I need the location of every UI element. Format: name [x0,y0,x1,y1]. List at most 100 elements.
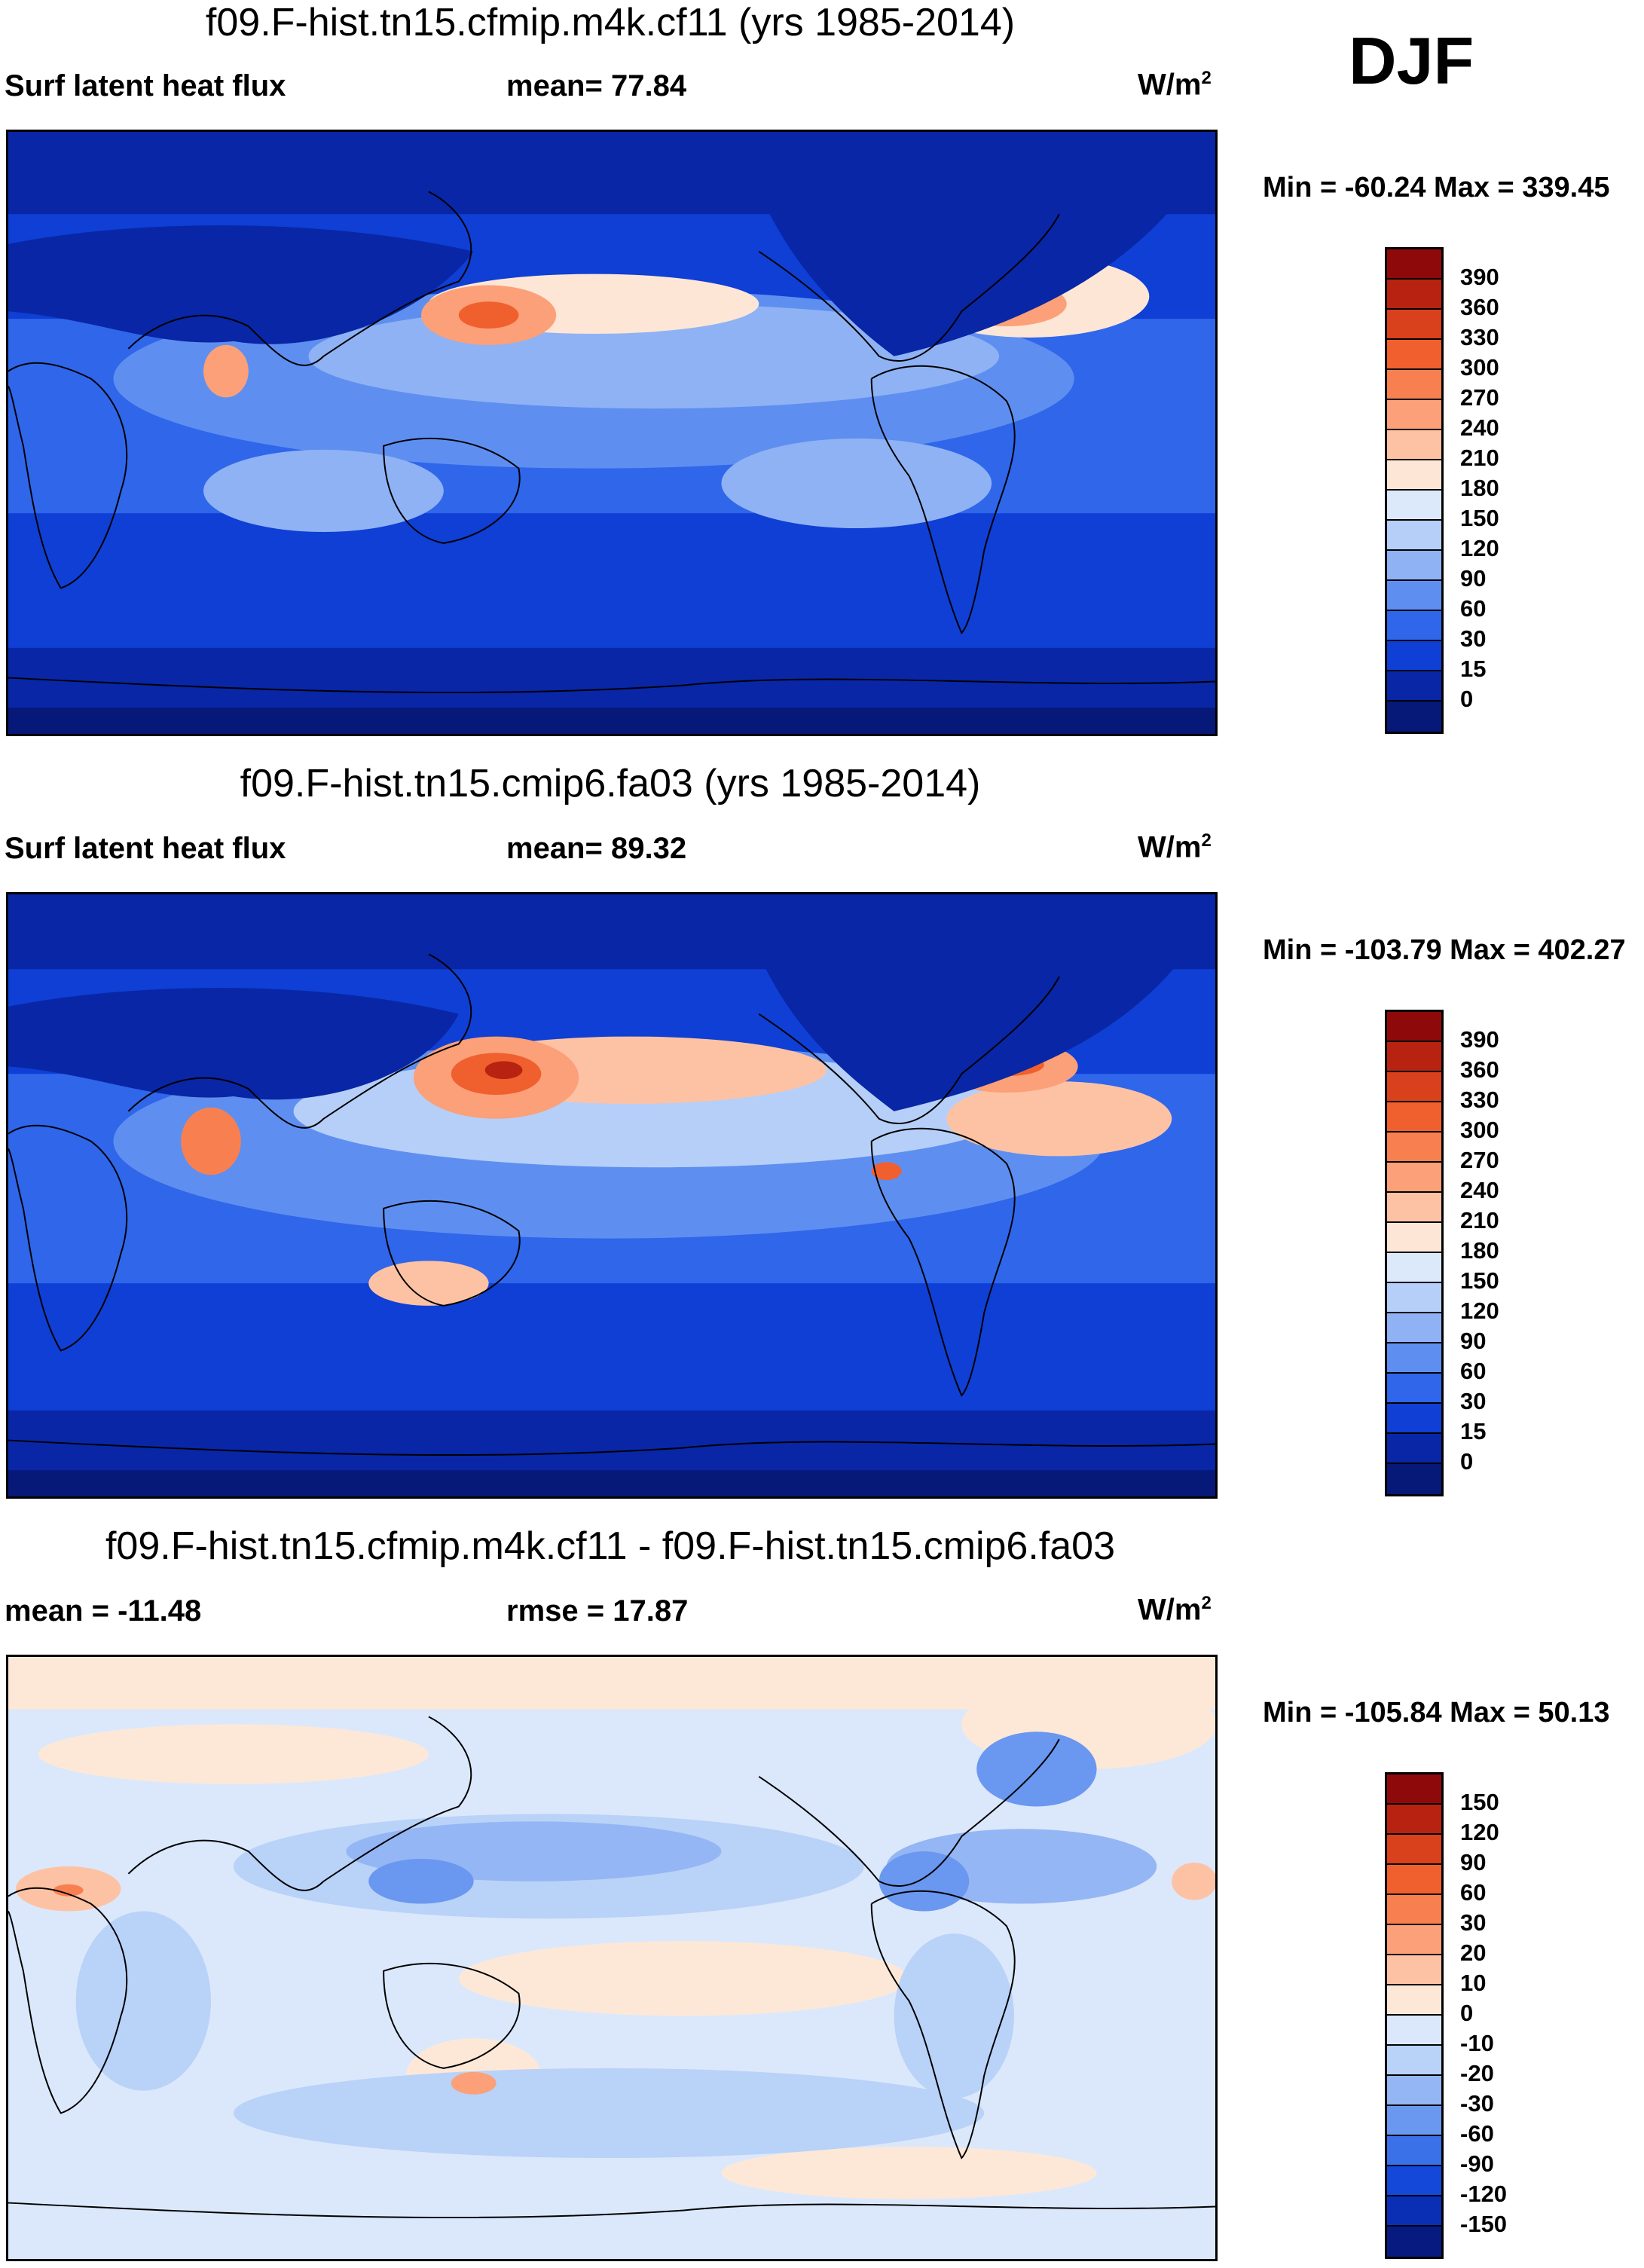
colorbar-tick-label: 210 [1460,445,1499,471]
colorbar-tick-label: 30 [1460,1388,1487,1414]
colorbar-swatch [1387,400,1441,430]
colorbar-tick-label: 30 [1460,1909,1487,1936]
colorbar-swatch [1387,2166,1441,2196]
colorbar-tick-label: -120 [1460,2181,1508,2207]
colorbar-tick-label: 180 [1460,1237,1499,1264]
panel-3-minmax: Min = -105.84 Max = 50.13 [1263,1697,1610,1729]
colorbar-tick-label: 60 [1460,1358,1487,1384]
colorbar-tick-label: 360 [1460,1056,1499,1083]
colorbar-tick-label: 120 [1460,535,1499,561]
colorbar-swatch [1387,1805,1441,1835]
panel-1-variable-label: Surf latent heat flux [5,69,286,102]
colorbar-swatch [1387,1042,1441,1072]
colorbar-swatch [1387,1865,1441,1895]
colorbar-tick-label: 210 [1460,1207,1499,1233]
colorbar-tick-label: 270 [1460,384,1499,411]
panel-3-map [6,1655,1218,2261]
colorbar-swatch [1387,1343,1441,1374]
colorbar-swatch [1387,1404,1441,1434]
colorbar-swatch [1387,1193,1441,1223]
colorbar-swatch [1387,1835,1441,1865]
colorbar-swatch [1387,460,1441,491]
colorbar-tick-label: 390 [1460,264,1499,290]
colorbar-swatch [1387,2106,1441,2136]
panel-2-map-field [8,894,1215,1496]
colorbar-tick-label: 60 [1460,1879,1487,1906]
colorbar-swatch [1387,1895,1441,1925]
colorbar-tick-label: 270 [1460,1147,1499,1173]
panel-1-minmax: Min = -60.24 Max = 339.45 [1263,172,1610,203]
colorbar-tick-label: 10 [1460,1970,1487,1996]
colorbar-swatch [1387,1313,1441,1343]
panel-1-mean-label: mean= 77.84 [506,69,687,102]
colorbar-tick-label: 240 [1460,1177,1499,1203]
colorbar-tick-label: -60 [1460,2120,1494,2147]
panel-3-rmse-label: rmse = 17.87 [506,1594,689,1628]
panel-2-title: f09.F-hist.tn15.cmip6.fa03 (yrs 1985-201… [240,762,981,805]
colorbar-swatch [1387,2227,1441,2257]
panel-3-map-field [8,1657,1215,2259]
panel-1-colorbar [1385,247,1444,734]
season-label: DJF [1349,23,1474,98]
colorbar-tick-label: 180 [1460,475,1499,501]
panel-3-mean-label: mean = -11.48 [5,1594,202,1628]
colorbar-swatch [1387,1374,1441,1404]
colorbar-swatch [1387,340,1441,370]
colorbar-tick-label: 0 [1460,1448,1474,1475]
colorbar-swatch [1387,1283,1441,1313]
colorbar-swatch [1387,2046,1441,2076]
colorbar-swatch [1387,1012,1441,1042]
panel-2-variable-label: Surf latent heat flux [5,832,286,865]
colorbar-tick-label: 90 [1460,1849,1487,1875]
colorbar-tick-label: 90 [1460,1328,1487,1354]
colorbar-tick-label: -10 [1460,2030,1494,2056]
colorbar-tick-label: -150 [1460,2211,1508,2237]
colorbar-swatch [1387,671,1441,701]
panel-2-map [6,892,1218,1499]
colorbar-swatch [1387,370,1441,400]
panel-3-colorbar [1385,1772,1444,2259]
colorbar-swatch [1387,1955,1441,1985]
colorbar-tick-label: -30 [1460,2090,1494,2117]
colorbar-swatch [1387,491,1441,521]
panel-1-units: W/m2 [1138,68,1212,102]
colorbar-swatch [1387,1163,1441,1193]
colorbar-tick-label: 30 [1460,625,1487,652]
colorbar-swatch [1387,521,1441,551]
colorbar-tick-label: 360 [1460,294,1499,320]
colorbar-swatch [1387,280,1441,310]
colorbar-tick-label: 15 [1460,1418,1487,1444]
colorbar-swatch [1387,1985,1441,2016]
colorbar-tick-label: 20 [1460,1939,1487,1966]
panel-2-units: W/m2 [1138,830,1212,864]
colorbar-tick-label: -90 [1460,2150,1494,2177]
colorbar-swatch [1387,1253,1441,1283]
colorbar-swatch [1387,2196,1441,2227]
colorbar-tick-label: 120 [1460,1298,1499,1324]
colorbar-tick-label: 150 [1460,1789,1499,1815]
colorbar-swatch [1387,581,1441,611]
colorbar-tick-label: 0 [1460,2000,1474,2026]
panel-1-map [6,130,1218,736]
colorbar-swatch [1387,611,1441,641]
colorbar-swatch [1387,1464,1441,1494]
colorbar-swatch [1387,1925,1441,1955]
colorbar-tick-label: 300 [1460,354,1499,381]
colorbar-tick-label: 0 [1460,686,1474,712]
colorbar-swatch [1387,701,1441,732]
panel-2-mean-label: mean= 89.32 [506,832,687,865]
colorbar-tick-label: 150 [1460,505,1499,531]
colorbar-tick-label: 330 [1460,1087,1499,1113]
colorbar-tick-label: 300 [1460,1117,1499,1143]
colorbar-swatch [1387,1072,1441,1102]
colorbar-tick-label: 150 [1460,1267,1499,1294]
panel-2-colorbar [1385,1010,1444,1496]
colorbar-swatch [1387,641,1441,671]
colorbar-swatch [1387,310,1441,340]
colorbar-tick-label: 390 [1460,1026,1499,1053]
colorbar-swatch [1387,2016,1441,2046]
colorbar-tick-label: 90 [1460,565,1487,591]
colorbar-tick-label: 120 [1460,1819,1499,1845]
colorbar-tick-label: 15 [1460,656,1487,682]
colorbar-swatch [1387,1434,1441,1464]
